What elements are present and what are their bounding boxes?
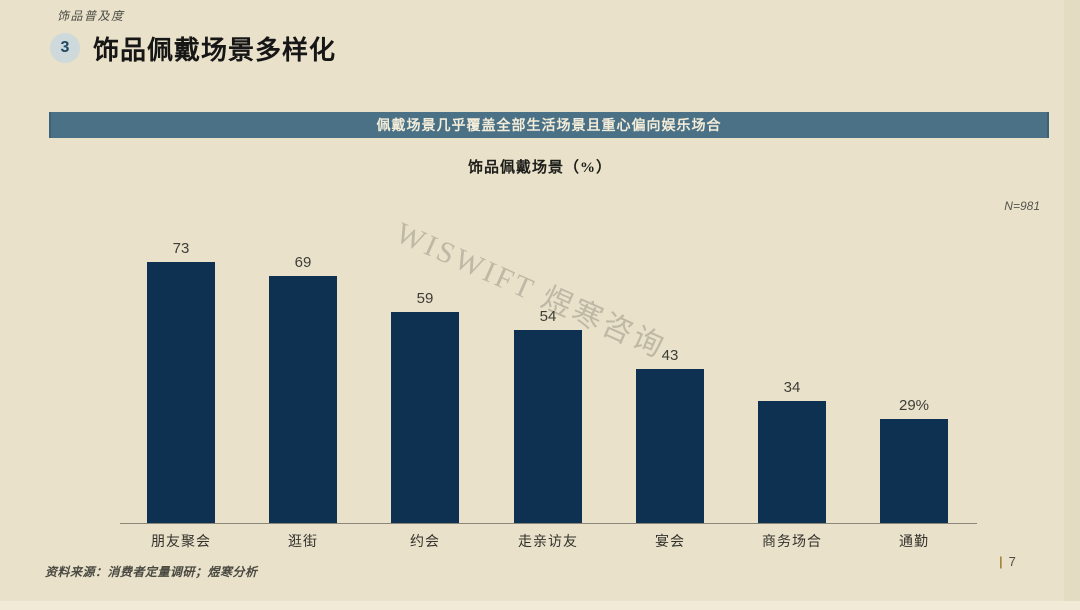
bar-value-label: 43: [661, 347, 679, 364]
section-number: 3: [60, 39, 70, 56]
page-number: 7: [1008, 554, 1016, 569]
x-axis-tick-label: 朋友聚会: [151, 535, 211, 550]
key-message-text: 佩戴场景几乎覆盖全部生活场景且重心偏向娱乐场合: [376, 119, 722, 134]
bar: [514, 330, 582, 523]
bar-value-label: 73: [172, 240, 190, 257]
bar: [391, 312, 459, 523]
x-axis-tick-label: 走亲访友: [518, 535, 578, 550]
section-header: 3 饰品佩戴场景多样化: [50, 32, 337, 65]
bar-value-label: 29%: [898, 397, 930, 414]
x-axis-tick-label: 约会: [410, 535, 440, 550]
bar: [269, 276, 337, 523]
x-axis-tick-label: 宴会: [655, 535, 685, 550]
page-edge-right: [1064, 0, 1080, 610]
sample-size-label: N=981: [1004, 199, 1040, 213]
source-note: 资料来源：消费者定量调研；煜寒分析: [45, 565, 258, 579]
bar-value-label: 34: [783, 379, 801, 396]
x-axis-tick-label: 商务场合: [762, 535, 822, 550]
bar: [636, 369, 704, 523]
bar: [880, 419, 948, 523]
x-axis-tick-label: 逛街: [288, 535, 318, 550]
section-number-badge: 3: [50, 33, 80, 63]
bar: [147, 262, 215, 523]
key-message-banner: 佩戴场景几乎覆盖全部生活场景且重心偏向娱乐场合: [49, 112, 1049, 138]
bar-value-label: 59: [416, 290, 434, 307]
page-title: 饰品佩戴场景多样化: [93, 35, 337, 65]
page-indicator: | 7: [999, 554, 1016, 569]
x-axis-tick-label: 通勤: [899, 535, 929, 550]
section-eyebrow: 饰品普及度: [57, 9, 125, 23]
bar-value-label: 69: [294, 254, 312, 271]
bar: [758, 401, 826, 523]
page-number-separator: |: [999, 554, 1003, 569]
bar-value-label: 54: [539, 308, 557, 325]
plot-area: 73 朋友聚会 69 逛街 59 约会 54 走亲访友 43 宴会 34 商务场合 29% 通勤: [120, 240, 977, 550]
chart-title: 饰品佩戴场景（%）: [467, 160, 612, 176]
page-edge-bottom: [0, 601, 1080, 610]
